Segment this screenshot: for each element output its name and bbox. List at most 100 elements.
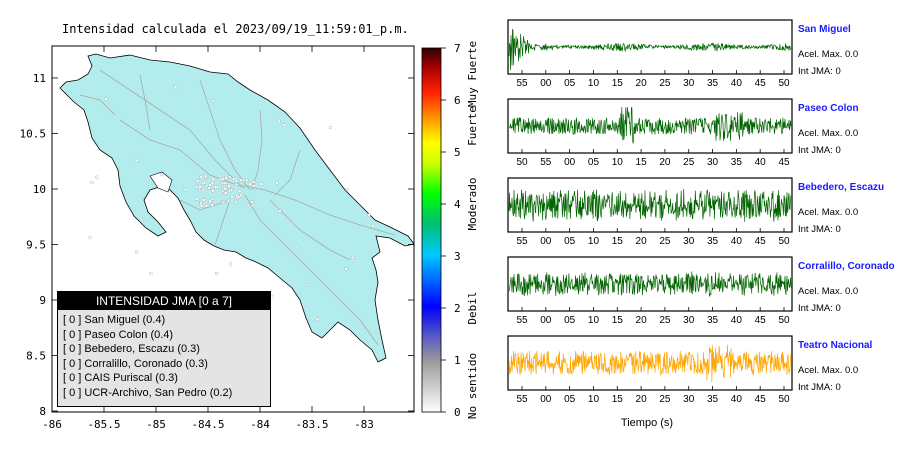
seismogram-tick-label: 35 (707, 78, 719, 89)
town-marker (195, 197, 199, 201)
seismogram-tick-label: 25 (659, 315, 671, 326)
seismogram-tick-label: 35 (707, 394, 719, 405)
seismogram-tick-label: 40 (731, 78, 743, 89)
seismogram-tick-label: 25 (659, 236, 671, 247)
colorbar-category-label: Debil (466, 291, 479, 324)
town-marker (235, 194, 239, 198)
seismogram-tick-label: 10 (588, 315, 600, 326)
map-frame (51, 45, 415, 413)
seismogram-tick-label: 40 (731, 394, 743, 405)
seismogram-tick-label: 00 (564, 157, 576, 168)
town-marker (221, 177, 225, 181)
town-marker (203, 181, 206, 185)
town-marker (90, 180, 94, 184)
intensity-legend: INTENSIDAD JMA [0 a 7] [ 0 ] San Miguel … (57, 291, 271, 407)
town-marker (223, 187, 227, 191)
town-marker (245, 179, 249, 183)
seismogram-tick-label: 55 (516, 315, 528, 326)
town-marker (210, 203, 214, 207)
town-marker (160, 173, 164, 177)
town-marker (227, 199, 230, 203)
seismogram-tick-label: 30 (707, 157, 719, 168)
town-marker (228, 175, 231, 179)
town-marker (204, 174, 208, 178)
seismogram-tick-label: 40 (731, 315, 743, 326)
seismogram-tick-label: 45 (755, 315, 767, 326)
seismogram-tick-label: 05 (564, 315, 576, 326)
seismogram-panel: 55 00 05 10 15 20 25 30 35 40 45 50 (507, 335, 793, 405)
seismogram-tick-label: 15 (612, 315, 624, 326)
town-marker (294, 246, 298, 249)
town-marker (207, 186, 211, 190)
map-x-tick-label: -84.5 (191, 418, 224, 431)
station-name: Paseo Colon (798, 103, 859, 114)
town-marker (200, 204, 204, 208)
town-marker (174, 85, 178, 89)
seismogram-tick-label: 40 (755, 157, 767, 168)
town-marker (195, 185, 199, 189)
station-name: San Miguel (798, 24, 851, 35)
seismogram-panel: 50 55 00 05 10 15 20 25 30 35 40 45 (507, 98, 793, 168)
town-marker (234, 200, 238, 204)
town-marker (251, 203, 254, 207)
seismogram-tick-label: 30 (683, 236, 695, 247)
seismogram-tick-label: 15 (612, 78, 624, 89)
map-y-tick-label: 9 (39, 294, 46, 307)
town-marker (235, 183, 238, 187)
town-marker (223, 181, 226, 185)
town-marker (371, 224, 375, 227)
seismogram-tick-label: 05 (564, 236, 576, 247)
seismogram-tick-label: 05 (564, 78, 576, 89)
seismogram-tick-label: 50 (778, 78, 790, 89)
town-marker (238, 189, 242, 193)
town-marker (237, 195, 241, 199)
station-info: Bebedero, Escazu Acel. Max. 0.0 Int JMA: 0 (798, 182, 908, 235)
seismogram-tick-label: 45 (755, 78, 767, 89)
station-jma: Int JMA: 0 (798, 224, 841, 235)
town-marker (208, 199, 212, 203)
station-accel: Acel. Max. 0.0 (798, 365, 859, 376)
town-marker (88, 235, 92, 239)
colorbar-category-label: Moderado (466, 178, 479, 231)
colorbar-tick-label: 5 (454, 146, 461, 159)
seismogram-tick-label: 10 (612, 157, 624, 168)
seismogram-tick-label: 30 (683, 315, 695, 326)
seismogram-trace (508, 28, 792, 71)
seismogram-tick-label: 35 (707, 236, 719, 247)
seismogram-tick-label: 45 (755, 394, 767, 405)
town-marker (222, 201, 226, 204)
seismogram-tick-label: 40 (731, 236, 743, 247)
seismogram-tick-label: 30 (683, 78, 695, 89)
seismogram-tick-label: 25 (659, 78, 671, 89)
seismogram-tick-label: 10 (588, 236, 600, 247)
town-marker (202, 198, 206, 202)
town-marker (259, 182, 263, 186)
station-info: Corralillo, Coronado Acel. Max. 0.0 Int JM… (798, 261, 908, 314)
seismogram-tick-label: 55 (540, 157, 552, 168)
seismogram-tick-label: 15 (612, 394, 624, 405)
colorbar-tick-label: 4 (454, 198, 461, 211)
seismogram-tick-label: 10 (588, 78, 600, 89)
legend-row: [ 0 ] San Miguel (0.4) (63, 314, 166, 326)
map-x-tick-label: -86 (42, 418, 62, 431)
map-x-tick-label: -84 (250, 418, 270, 431)
town-marker (211, 177, 215, 181)
station-jma: Int JMA: 0 (798, 145, 841, 156)
town-marker (278, 209, 282, 213)
seismogram-tick-label: 15 (612, 236, 624, 247)
map-x-tick-label: -85 (146, 418, 166, 431)
town-marker (208, 183, 212, 187)
town-marker (211, 197, 214, 201)
colorbar-tick-label: 7 (454, 42, 461, 55)
colorbar-tick-label: 2 (454, 302, 461, 315)
seismogram-tick-label: 20 (636, 236, 648, 247)
seismogram-tick-label: 00 (540, 78, 552, 89)
station-jma: Int JMA: 0 (798, 303, 841, 314)
town-marker (305, 283, 308, 287)
map-title: Intensidad calculada el 2023/09/19_11:59… (62, 22, 409, 36)
legend-row: [ 0 ] Corralillo, Coronado (0.3) (63, 357, 208, 370)
map-y-tick-label: 10 (33, 183, 46, 196)
seismogram-tick-label: 55 (516, 394, 528, 405)
town-marker (205, 204, 208, 208)
